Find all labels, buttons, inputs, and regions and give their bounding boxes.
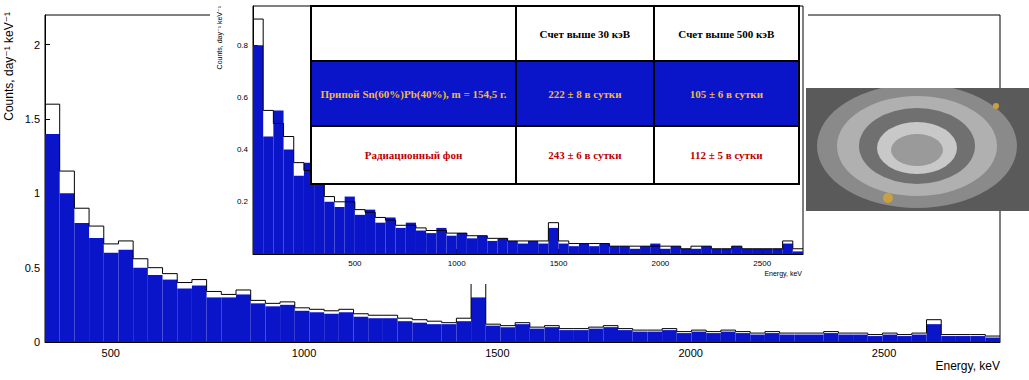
html-text:Счет выше 500 кэВ: Счет выше 500 кэВ	[678, 27, 775, 40]
svg-text:1500: 1500	[485, 347, 509, 359]
html-text:Радиационный фон: Радиационный фон	[364, 149, 463, 161]
svg-text:0.2: 0.2	[237, 197, 249, 206]
html-text:222 ± 8 в сутки: 222 ± 8 в сутки	[548, 87, 622, 100]
html-text:Припой Sn(60%)Pb(40%), m = 154: Припой Sn(60%)Pb(40%), m = 154,5 г.	[320, 87, 507, 100]
svg-text:500: 500	[102, 347, 120, 359]
svg-text:Counts, day⁻¹ keV⁻¹: Counts, day⁻¹ keV⁻¹	[216, 5, 224, 69]
svg-text:0: 0	[34, 336, 40, 348]
svg-text:0.5: 0.5	[25, 262, 40, 274]
svg-text:Counts, day⁻¹ keV⁻¹: Counts, day⁻¹ keV⁻¹	[2, 12, 16, 121]
html-text:112 ± 5 в сутки: 112 ± 5 в сутки	[690, 149, 763, 161]
html-text:105 ± 6 в сутки: 105 ± 6 в сутки	[689, 87, 763, 100]
svg-text:1000: 1000	[448, 259, 466, 268]
svg-text:Energy, keV: Energy, keV	[764, 270, 802, 278]
svg-text:0.8: 0.8	[237, 41, 249, 50]
svg-text:1: 1	[34, 187, 40, 199]
svg-text:1500: 1500	[550, 259, 568, 268]
svg-text:1000: 1000	[292, 347, 316, 359]
svg-text:2000: 2000	[652, 259, 670, 268]
svg-text:0.6: 0.6	[237, 93, 249, 102]
svg-text:1.5: 1.5	[25, 113, 40, 125]
svg-text:2000: 2000	[678, 347, 702, 359]
svg-text:2: 2	[34, 39, 40, 51]
html-text:Счет выше 30 кэВ: Счет выше 30 кэВ	[539, 27, 631, 40]
svg-text:500: 500	[348, 259, 362, 268]
html-text:243 ± 6 в сутки: 243 ± 6 в сутки	[548, 149, 622, 161]
svg-text:2500: 2500	[753, 259, 771, 268]
svg-text:Energy, keV: Energy, keV	[936, 359, 1000, 373]
svg-text:0.4: 0.4	[237, 145, 249, 154]
svg-text:2500: 2500	[872, 347, 896, 359]
